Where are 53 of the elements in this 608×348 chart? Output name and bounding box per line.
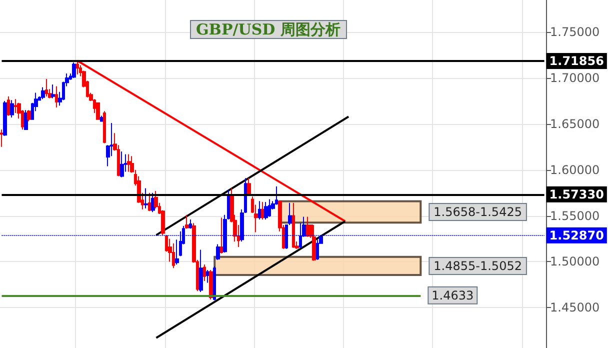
candlestick <box>120 151 124 178</box>
y-tick-label: 1.65000 <box>550 116 600 131</box>
y-tick-label: 1.60000 <box>550 162 600 177</box>
candlestick <box>199 249 203 292</box>
candlestick <box>0 128 3 148</box>
candlestick <box>55 86 58 108</box>
candlestick <box>209 269 213 300</box>
candlestick <box>206 269 210 284</box>
y-tick-label: 1.75000 <box>550 25 600 40</box>
candlestick <box>316 239 319 260</box>
y-tick-label: 1.50000 <box>550 254 600 269</box>
y-tick-label: 1.70000 <box>550 71 600 86</box>
candlestick <box>27 110 31 122</box>
candlestick <box>220 217 223 254</box>
candlestick <box>175 239 179 265</box>
candlestick <box>312 224 316 262</box>
candlestick <box>185 214 189 230</box>
candlestick <box>203 264 206 282</box>
candlestick <box>41 86 45 100</box>
candlestick <box>72 62 76 79</box>
candlestick <box>7 96 10 116</box>
candlestick <box>247 178 251 196</box>
candlestick <box>144 188 148 209</box>
candlestick <box>24 110 28 130</box>
candlestick <box>275 186 278 206</box>
candlestick <box>45 78 48 97</box>
y-tick-label: 1.55000 <box>550 208 600 223</box>
candlestick <box>96 102 100 120</box>
candlestick <box>216 244 220 260</box>
candlestick <box>264 202 268 220</box>
candlestick <box>189 218 192 230</box>
candlestick <box>127 154 131 172</box>
candlestick <box>292 202 295 248</box>
candlestick <box>10 100 14 118</box>
band-label: 1.4855-1.5052 <box>434 258 522 273</box>
candlestick <box>103 110 106 144</box>
y-tick-label: 1.45000 <box>550 300 600 315</box>
band-label: 1.5658-1.5425 <box>434 204 522 219</box>
candlestick <box>268 198 271 218</box>
candlestick <box>51 84 55 99</box>
candlestick <box>258 200 261 220</box>
candlestick <box>3 100 7 136</box>
candlestick <box>261 202 264 220</box>
candlestick <box>213 266 216 301</box>
candlestick <box>148 192 151 212</box>
text: GBP/USD 周图分析 <box>196 20 340 38</box>
ref-line-label: 1.71856 <box>549 54 604 68</box>
candlestick <box>172 242 175 269</box>
ref-line-label: 1.57330 <box>549 187 604 202</box>
ref-line-label: 1.52870 <box>549 228 604 242</box>
ref-line-label: 1.4633 <box>432 288 474 302</box>
candlestick <box>306 216 309 238</box>
candlestick <box>100 115 103 122</box>
